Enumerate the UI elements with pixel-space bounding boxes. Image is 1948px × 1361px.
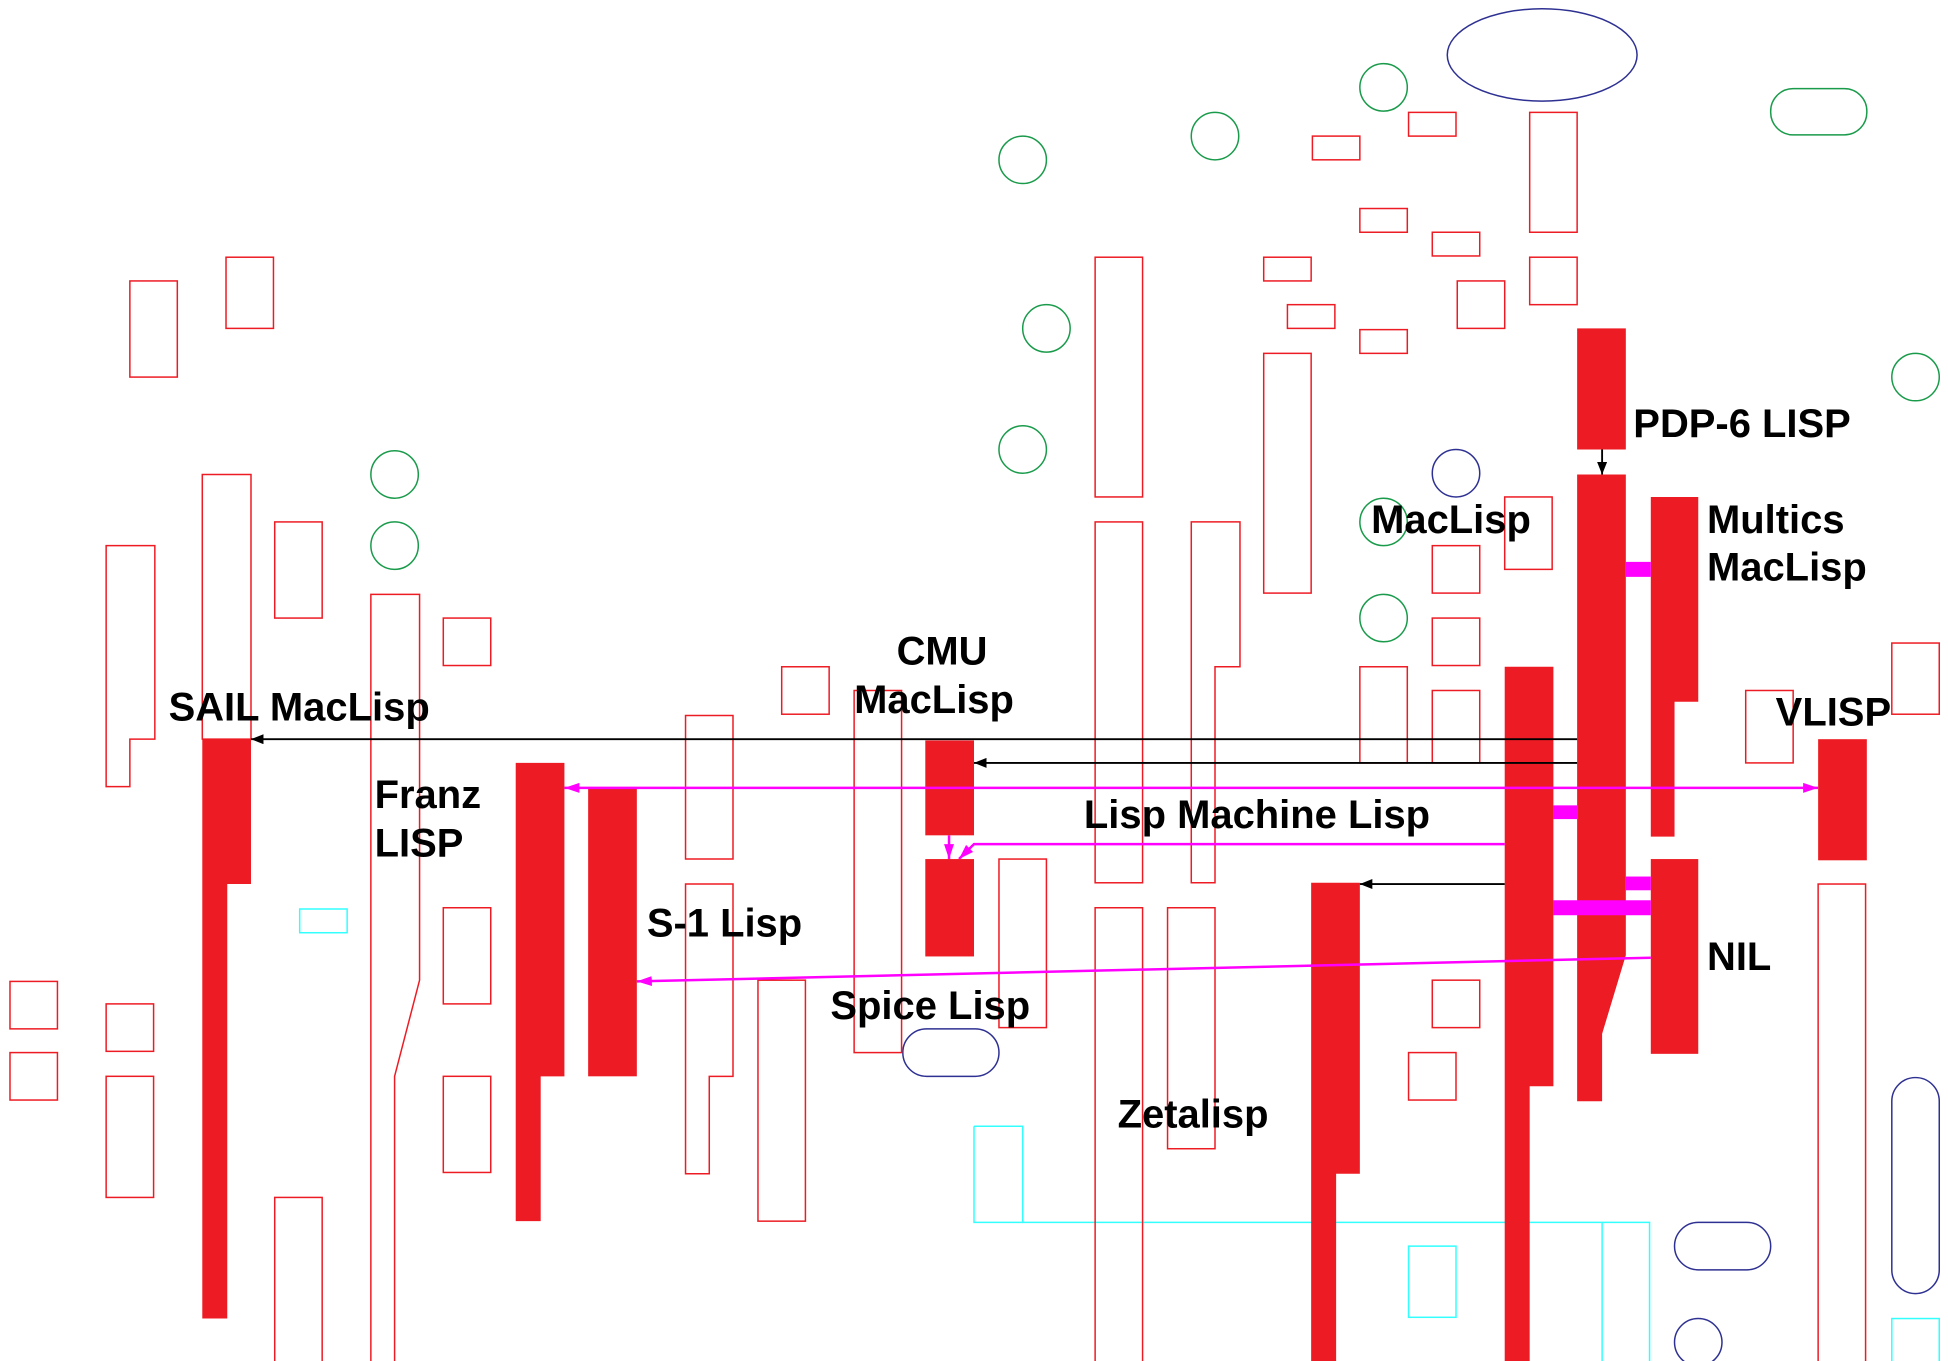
- label: Multics: [1707, 498, 1845, 542]
- bar: [1311, 882, 1360, 1361]
- label: Spice Lisp: [830, 984, 1030, 1028]
- label: MacLisp: [1371, 498, 1531, 542]
- bar: [1504, 666, 1554, 1361]
- background-shapes: [9, 7, 1941, 1361]
- label: CMU: [897, 629, 988, 673]
- bar: [588, 787, 637, 1077]
- label: Lisp Machine Lisp: [1084, 793, 1430, 837]
- label: Zetalisp: [1118, 1093, 1269, 1137]
- bar: [1650, 496, 1699, 837]
- label: VLISP: [1776, 690, 1891, 734]
- bar: [1650, 859, 1699, 1054]
- bar: [515, 762, 565, 1222]
- bar: [202, 739, 251, 1319]
- label: MacLisp: [854, 678, 1014, 722]
- label: LISP: [375, 822, 464, 866]
- label: SAIL MacLisp: [169, 685, 430, 729]
- label: Franz: [375, 773, 482, 817]
- bar: [1577, 328, 1626, 450]
- bar: [1818, 739, 1867, 861]
- bar: [925, 859, 974, 957]
- label: S-1 Lisp: [647, 901, 802, 945]
- label: MacLisp: [1707, 546, 1867, 590]
- arrows: [250, 449, 1819, 987]
- label: PDP-6 LISP: [1633, 402, 1851, 446]
- label: NIL: [1707, 935, 1771, 979]
- labels: PDP-6 LISP MacLisp Multics MacLisp CMU M…: [169, 402, 1892, 1136]
